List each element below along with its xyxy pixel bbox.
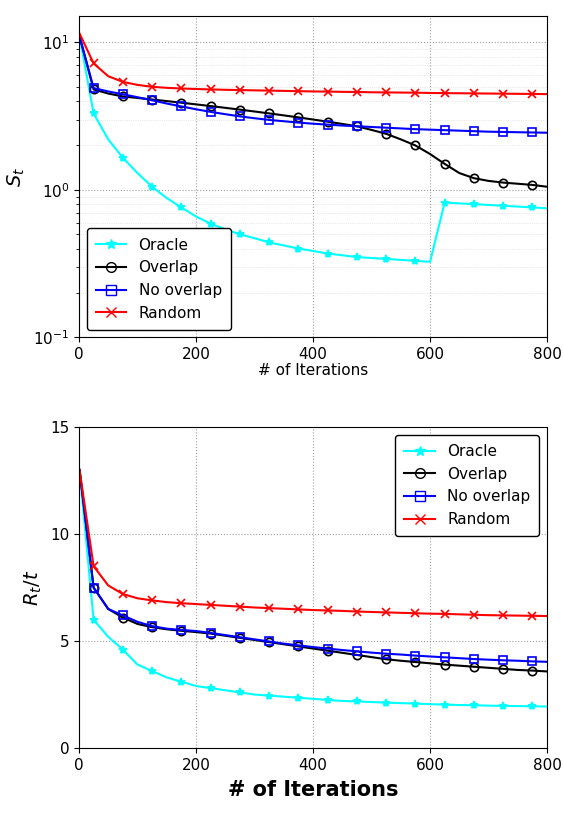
Y-axis label: $R_t/t$: $R_t/t$ — [23, 570, 45, 606]
X-axis label: # of Iterations: # of Iterations — [228, 780, 398, 800]
Y-axis label: $S_t$: $S_t$ — [6, 167, 28, 187]
Legend: Oracle, Overlap, No overlap, Random: Oracle, Overlap, No overlap, Random — [395, 435, 539, 536]
X-axis label: # of Iterations: # of Iterations — [258, 363, 368, 378]
Legend: Oracle, Overlap, No overlap, Random: Oracle, Overlap, No overlap, Random — [87, 229, 231, 330]
